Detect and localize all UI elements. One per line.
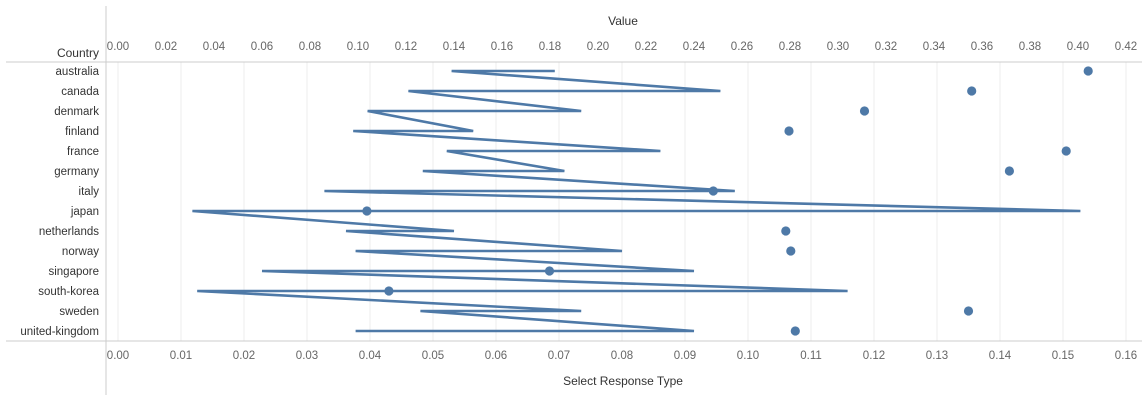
top-axis-tick-label: 0.28	[779, 41, 801, 53]
row-label: france	[67, 146, 99, 158]
top-axis-tick-label: 0.04	[203, 41, 226, 53]
bottom-axis-tick-label: 0.08	[611, 350, 633, 362]
response-type-point	[859, 106, 870, 116]
bottom-axis-tick-label: 0.01	[170, 350, 192, 362]
bottom-axis-tick-label: 0.13	[926, 350, 948, 362]
top-axis-tick-label: 0.14	[443, 41, 466, 53]
bottom-axis-tick-label: 0.11	[800, 350, 822, 362]
top-axis-tick-label: 0.06	[251, 41, 273, 53]
bottom-axis-tick-label: 0.05	[422, 350, 444, 362]
row-label: denmark	[54, 106, 99, 118]
top-axis-tick-label: 0.32	[875, 41, 897, 53]
row-label: germany	[54, 166, 99, 178]
response-type-point	[784, 126, 794, 136]
bottom-axis-tick-label: 0.06	[485, 350, 507, 362]
response-type-point	[1004, 166, 1015, 176]
response-type-point	[384, 286, 394, 296]
top-axis-tick-label: 0.00	[107, 41, 129, 53]
response-type-point	[362, 206, 372, 216]
frame-layer	[6, 6, 1142, 395]
row-label: united-kingdom	[20, 326, 99, 338]
row-labels: australia canada denmark finland france germa…	[20, 66, 99, 338]
response-type-point	[967, 86, 977, 96]
top-axis-tick-label: 0.22	[635, 41, 657, 53]
top-axis-tick-label: 0.16	[491, 41, 513, 53]
bottom-axis-tick-label: 0.09	[674, 350, 696, 362]
row-label: netherlands	[39, 226, 99, 238]
top-axis-tick-label: 0.02	[155, 41, 177, 53]
row-label: japan	[70, 206, 99, 218]
bottom-axis-tick-label: 0.04	[359, 350, 382, 362]
response-type-point	[786, 246, 796, 256]
bottom-axis-tick-label: 0.15	[1052, 350, 1074, 362]
bottom-axis-ticks: 0.00 0.01 0.02 0.03 0.04 0.05 0.06 0.07 0.08 0.09…	[107, 350, 1137, 362]
bottom-axis-tick-label: 0.14	[989, 350, 1012, 362]
row-label: sweden	[59, 306, 99, 318]
response-type-point	[544, 266, 555, 276]
response-type-point	[781, 226, 791, 236]
bottom-axis-tick-label: 0.16	[1115, 350, 1137, 362]
series-layer	[192, 66, 1093, 336]
grid-layer	[117, 62, 1127, 341]
bottom-axis-tick-label: 0.03	[296, 350, 318, 362]
response-type-point	[963, 306, 974, 316]
bottom-axis-tick-label: 0.07	[548, 350, 570, 362]
top-axis-tick-label: 0.08	[299, 41, 321, 53]
top-axis-tick-label: 0.12	[395, 41, 417, 53]
top-axis-tick-label: 0.36	[971, 41, 993, 53]
top-axis-tick-label: 0.38	[1019, 41, 1041, 53]
top-axis-tick-label: 0.18	[539, 41, 561, 53]
top-axis-tick-label: 0.42	[1115, 41, 1137, 53]
response-type-point	[1083, 66, 1093, 76]
row-label: italy	[79, 186, 100, 198]
value-line	[192, 69, 1081, 333]
response-type-point	[790, 326, 800, 336]
row-label: finland	[65, 126, 99, 138]
row-label: norway	[62, 246, 99, 258]
top-axis-tick-label: 0.10	[347, 41, 369, 53]
top-axis-tick-label: 0.26	[731, 41, 753, 53]
row-label: australia	[56, 66, 100, 78]
bottom-axis-title: Select Response Type	[563, 374, 683, 388]
top-axis-tick-label: 0.20	[587, 41, 609, 53]
bottom-axis-tick-label: 0.10	[737, 350, 759, 362]
row-label: singapore	[48, 266, 99, 278]
row-label: south-korea	[38, 286, 99, 298]
top-axis-ticks: 0.00 0.02 0.04 0.06 0.08 0.10 0.12 0.14 0.16 0.18…	[107, 41, 1137, 53]
top-axis-tick-label: 0.30	[827, 41, 849, 53]
row-label: canada	[61, 86, 99, 98]
top-axis-tick-label: 0.24	[683, 41, 706, 53]
row-header: Country	[57, 46, 99, 60]
response-type-point	[1061, 146, 1071, 156]
response-type-point	[708, 186, 718, 196]
bottom-axis-tick-label: 0.00	[107, 350, 129, 362]
bottom-axis-tick-label: 0.02	[233, 350, 255, 362]
top-axis-tick-label: 0.40	[1067, 41, 1089, 53]
top-axis-title: Value	[608, 14, 638, 28]
top-axis-tick-label: 0.34	[923, 41, 946, 53]
bottom-axis-tick-label: 0.12	[863, 350, 885, 362]
